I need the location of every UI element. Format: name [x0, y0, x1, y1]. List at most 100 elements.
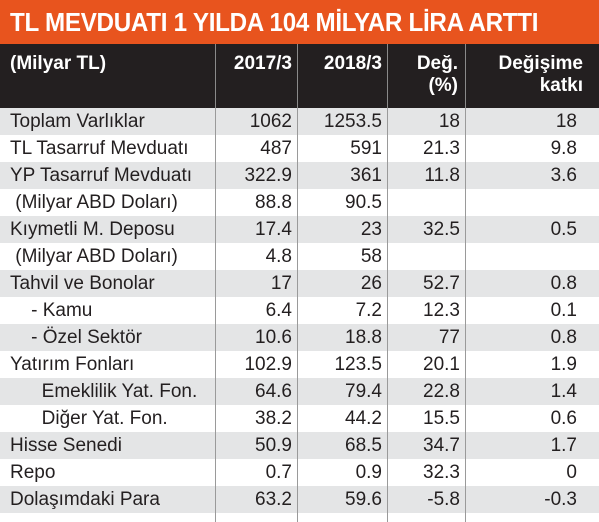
header-separator	[297, 44, 298, 108]
cell-change: 21.3	[423, 138, 460, 159]
header-change-line1: Değ.	[416, 53, 458, 74]
row-label: (Milyar ABD Doları)	[10, 192, 178, 213]
row-label: Repo	[10, 462, 56, 483]
cell-change	[388, 189, 464, 216]
table-body: Toplam Varlıklar 1062 1253.5 18 18 TL Tasarru…	[0, 108, 599, 513]
cell-2018: 68.5	[345, 435, 382, 456]
table-row: TL Tasarruf Mevduatı 487 591 21.3 9.8	[0, 135, 599, 162]
row-label: Dolaşımdaki Para	[10, 489, 160, 510]
cell-2018: 44.2	[345, 408, 382, 429]
cell-2018: 0.9	[355, 462, 382, 483]
header-contribution-line1: Değişime	[498, 53, 583, 74]
cell-2017: 0.7	[265, 462, 292, 483]
cell-contribution: 0.1	[550, 300, 577, 321]
cell-2018: 361	[350, 165, 382, 186]
row-label: Diğer Yat. Fon.	[10, 408, 168, 429]
cell-change: 52.7	[423, 273, 460, 294]
header-separator	[215, 44, 216, 108]
cell-2017: 1062	[249, 111, 292, 132]
header-contribution-line2: katkı	[539, 75, 583, 96]
cell-contribution: -0.3	[544, 489, 577, 510]
column-separator	[387, 108, 388, 522]
cell-2017: 17.4	[255, 219, 292, 240]
table-row: Emeklilik Yat. Fon. 64.6 79.4 22.8 1.4	[0, 378, 599, 405]
cell-2017: 50.9	[255, 435, 292, 456]
row-label: (Milyar ABD Doları)	[10, 246, 178, 267]
cell-change: 32.3	[423, 462, 460, 483]
cell-change: 15.5	[423, 408, 460, 429]
cell-2017: 10.6	[255, 327, 292, 348]
header-change: Değ. (%)	[388, 44, 464, 108]
column-separator	[465, 108, 466, 522]
cell-contribution: 1.7	[550, 435, 577, 456]
cell-2018: 18.8	[345, 327, 382, 348]
header-separator	[465, 44, 466, 108]
row-label: Tahvil ve Bonolar	[10, 273, 155, 294]
cell-change: 22.8	[423, 381, 460, 402]
cell-contribution: 9.8	[550, 138, 577, 159]
cell-2018: 123.5	[334, 354, 382, 375]
cell-2017: 17	[270, 273, 292, 294]
row-label: Emeklilik Yat. Fon.	[10, 381, 198, 402]
cell-2017: 63.2	[255, 489, 292, 510]
table-header: (Milyar TL) 2017/3 2018/3 Değ. (%) Değiş…	[0, 44, 599, 108]
header-2017: 2017/3	[233, 53, 292, 74]
cell-change: 20.1	[423, 354, 460, 375]
cell-2017: 487	[260, 138, 292, 159]
cell-2018: 1253.5	[323, 111, 382, 132]
cell-2018: 23	[360, 219, 382, 240]
row-label: Kıymetli M. Deposu	[10, 219, 175, 240]
table-row: Repo 0.7 0.9 32.3 0	[0, 459, 599, 486]
table-row: - Kamu 6.4 7.2 12.3 0.1	[0, 297, 599, 324]
cell-contribution	[466, 243, 599, 270]
cell-2017: 64.6	[255, 381, 292, 402]
cell-2018: 59.6	[345, 489, 382, 510]
cell-2017: 6.4	[265, 300, 292, 321]
cell-change: -5.8	[427, 489, 460, 510]
cell-change: 34.7	[423, 435, 460, 456]
cell-change: 18	[438, 111, 460, 132]
table-row: Toplam Varlıklar 1062 1253.5 18 18	[0, 108, 599, 135]
table-row: YP Tasarruf Mevduatı 322.9 361 11.8 3.6	[0, 162, 599, 189]
cell-contribution: 3.6	[550, 165, 577, 186]
table-row: - Özel Sektör 10.6 18.8 77 0.8	[0, 324, 599, 351]
table-row: Diğer Yat. Fon. 38.2 44.2 15.5 0.6	[0, 405, 599, 432]
cell-contribution	[466, 189, 599, 216]
cell-2018: 7.2	[355, 300, 382, 321]
header-change-line2: (%)	[428, 75, 458, 96]
cell-change: 12.3	[423, 300, 460, 321]
header-2018: 2018/3	[323, 53, 382, 74]
cell-contribution: 1.4	[550, 381, 577, 402]
row-label: Hisse Senedi	[10, 435, 122, 456]
row-label: YP Tasarruf Mevduatı	[10, 165, 193, 186]
row-label: Toplam Varlıklar	[10, 111, 145, 132]
row-label: - Kamu	[10, 300, 93, 321]
cell-2018: 79.4	[345, 381, 382, 402]
cell-change: 11.8	[424, 165, 460, 186]
cell-2017: 102.9	[244, 354, 292, 375]
table-row: Tahvil ve Bonolar 17 26 52.7 0.8	[0, 270, 599, 297]
header-separator	[387, 44, 388, 108]
page-title: TL MEVDUATI 1 YILDA 104 MİLYAR LİRA ARTT…	[10, 6, 539, 37]
table-row: Dolaşımdaki Para 63.2 59.6 -5.8 -0.3	[0, 486, 599, 513]
row-label: Yatırım Fonları	[10, 354, 135, 375]
cell-contribution: 0	[566, 462, 577, 483]
table-row: (Milyar ABD Doları) 88.8 90.5	[0, 189, 599, 216]
cell-contribution: 0.8	[550, 327, 577, 348]
cell-contribution: 1.9	[550, 354, 577, 375]
row-label: - Özel Sektör	[10, 327, 142, 348]
cell-2017: 88.8	[255, 192, 292, 213]
table-row: Yatırım Fonları 102.9 123.5 20.1 1.9	[0, 351, 599, 378]
cell-2017: 322.9	[244, 165, 292, 186]
cell-contribution: 0.5	[550, 219, 577, 240]
cell-2018: 591	[350, 138, 382, 159]
table-row: (Milyar ABD Doları) 4.8 58	[0, 243, 599, 270]
table-row: Kıymetli M. Deposu 17.4 23 32.5 0.5	[0, 216, 599, 243]
row-label: TL Tasarruf Mevduatı	[10, 138, 189, 159]
column-separator	[215, 108, 216, 522]
header-contribution: Değişime katkı	[466, 44, 599, 108]
cell-change	[388, 243, 464, 270]
cell-contribution: 0.6	[550, 408, 577, 429]
column-separator	[297, 108, 298, 522]
table-row: Hisse Senedi 50.9 68.5 34.7 1.7	[0, 432, 599, 459]
